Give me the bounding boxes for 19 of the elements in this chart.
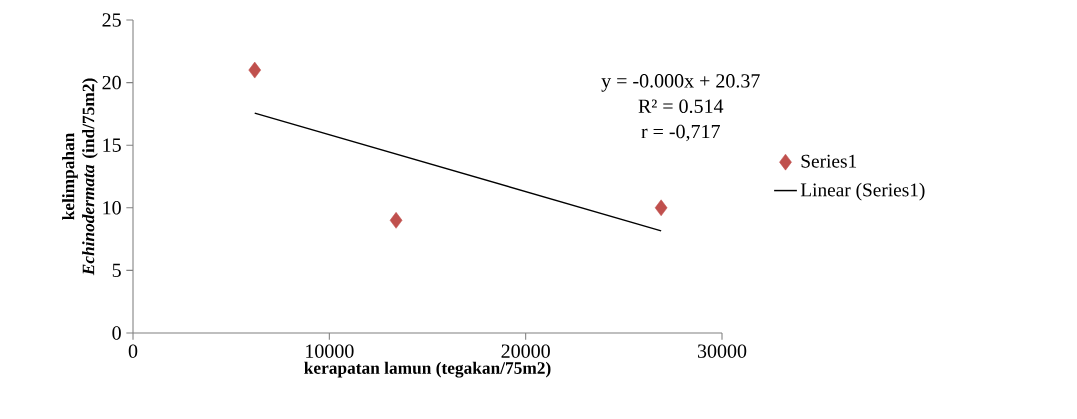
x-tick-label: 0 bbox=[128, 344, 138, 358]
y-tick-label: 5 bbox=[112, 263, 121, 278]
y-tick-label: 15 bbox=[103, 138, 121, 152]
point bbox=[389, 212, 403, 229]
y-tick-label: 10 bbox=[103, 201, 121, 215]
legend-label: Linear (Series1) bbox=[800, 182, 925, 201]
y-tick-label: 25 bbox=[102, 13, 121, 27]
annotation: r = -0,717 bbox=[641, 124, 720, 142]
x-tick-label: 10000 bbox=[306, 344, 354, 358]
annotation: R² = 0.514 bbox=[638, 99, 724, 114]
x-axis-title: kerapatan lamun (tegakan/75m2) bbox=[304, 361, 551, 378]
y-tick-label: 0 bbox=[112, 326, 121, 340]
annotation: y = -0.000x + 20.37 bbox=[601, 74, 760, 92]
x-tick-label: 30000 bbox=[697, 344, 747, 358]
y-tick-label: 20 bbox=[102, 75, 121, 90]
legend-label: Series1 bbox=[801, 154, 857, 168]
x-tick-label: 20000 bbox=[501, 344, 550, 358]
point bbox=[654, 199, 668, 217]
point bbox=[248, 61, 261, 79]
